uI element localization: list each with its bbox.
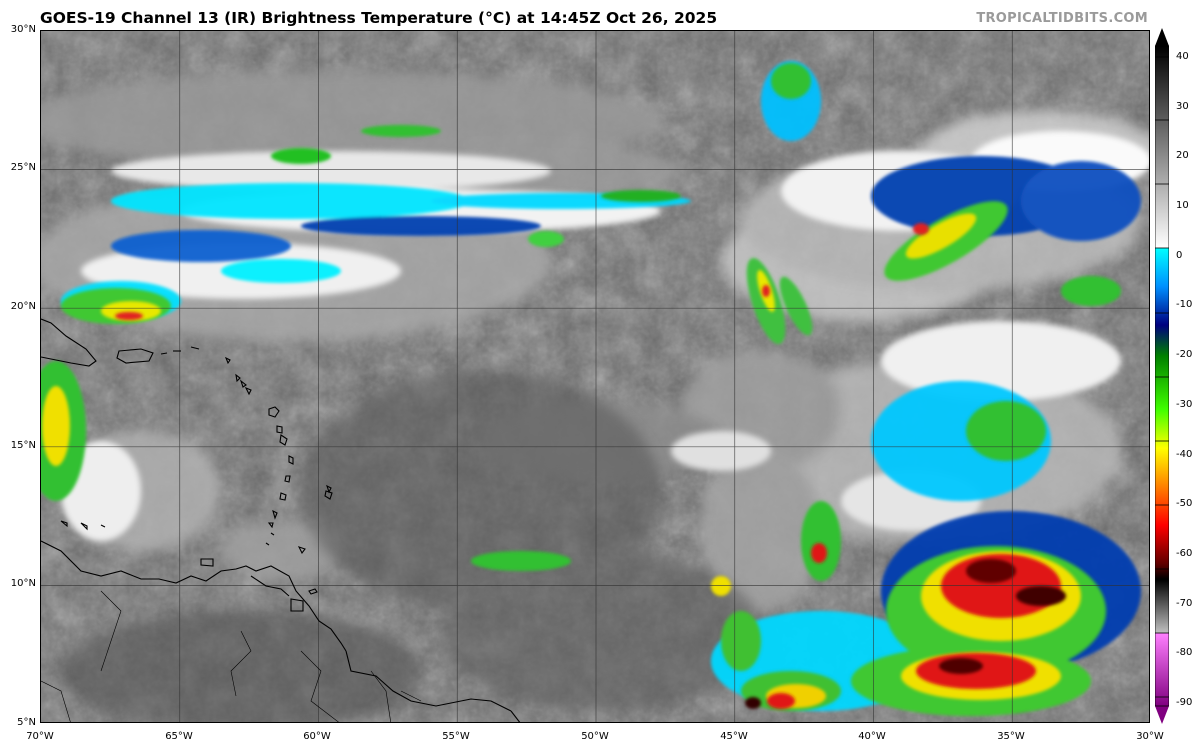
lon-label-65w: 65°W (165, 731, 193, 742)
lon-label-50w: 50°W (581, 731, 609, 742)
colorbar-label: -40 (1176, 448, 1193, 460)
colorbar-label: -80 (1176, 647, 1193, 659)
map-title: GOES-19 Channel 13 (IR) Brightness Tempe… (40, 9, 718, 27)
lat-label-30n: 30°N (10, 24, 36, 35)
colorbar-label: 40 (1176, 51, 1189, 62)
colorbar-label: -50 (1176, 498, 1193, 510)
lon-label-60w: 60°W (303, 731, 331, 742)
colorbar-label: 0 (1176, 249, 1183, 261)
lon-label-45w: 45°W (720, 731, 748, 742)
colorbar-label: -10 (1176, 299, 1193, 311)
colorbar-label: 20 (1176, 150, 1189, 162)
temperature-colorbar (1155, 28, 1169, 724)
colorbar-label: 30 (1176, 100, 1189, 112)
lat-label-15n: 15°N (10, 440, 36, 451)
lon-label-30w: 30°W (1136, 731, 1164, 742)
graticule (41, 31, 1149, 722)
lon-label-70w: 70°W (26, 731, 54, 742)
lat-label-25n: 25°N (10, 162, 36, 173)
colorbar-label: -90 (1176, 697, 1193, 708)
colorbar-label: -20 (1176, 349, 1193, 361)
coastlines (41, 318, 521, 722)
colorbar-label: -60 (1176, 547, 1193, 559)
colorbar-label: -30 (1176, 398, 1193, 410)
lon-label-40w: 40°W (858, 731, 886, 742)
lat-label-10n: 10°N (10, 578, 36, 589)
lon-label-55w: 55°W (442, 731, 470, 742)
satellite-map (40, 30, 1150, 723)
lat-label-5n: 5°N (17, 717, 36, 728)
colorbar-label: -70 (1176, 597, 1193, 609)
lat-label-20n: 20°N (10, 301, 36, 312)
satellite-ir-image (41, 31, 1149, 722)
colorbar-label: 10 (1176, 200, 1189, 212)
lon-label-35w: 35°W (997, 731, 1025, 742)
site-credit: TROPICALTIDBITS.COM (976, 11, 1148, 26)
